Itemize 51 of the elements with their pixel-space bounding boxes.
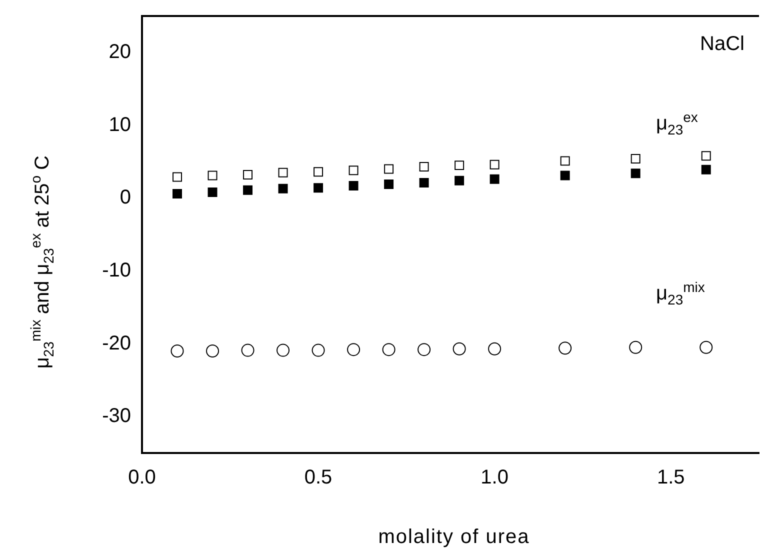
point xyxy=(419,162,429,172)
point xyxy=(314,183,324,193)
point xyxy=(560,156,570,166)
y-tick-label: 0 xyxy=(120,186,131,209)
point xyxy=(172,172,182,182)
point xyxy=(278,184,288,194)
point xyxy=(630,168,640,178)
point xyxy=(452,342,466,356)
point xyxy=(630,154,640,164)
point xyxy=(419,178,429,188)
point xyxy=(276,344,290,357)
point xyxy=(558,342,572,355)
point xyxy=(347,343,360,356)
point xyxy=(278,168,288,178)
point xyxy=(243,170,253,180)
point xyxy=(454,160,464,170)
point xyxy=(629,340,642,354)
y-tick-label: -30 xyxy=(102,405,131,428)
point xyxy=(241,344,254,357)
point xyxy=(384,180,394,189)
point xyxy=(243,185,253,195)
point xyxy=(208,170,218,180)
point xyxy=(348,166,358,176)
y-tick-label: 10 xyxy=(108,114,131,136)
point xyxy=(560,170,570,180)
point xyxy=(172,188,182,198)
x-axis-title: molality of urea xyxy=(378,526,530,548)
y-tick-label: -10 xyxy=(102,259,131,282)
point xyxy=(208,188,218,197)
y-tick-label: 20 xyxy=(108,40,131,63)
x-tick-label: 0.5 xyxy=(304,466,332,489)
point xyxy=(312,344,325,357)
x-tick-label: 1.0 xyxy=(480,466,508,489)
point xyxy=(490,160,500,170)
point xyxy=(700,340,713,354)
point xyxy=(314,167,324,177)
point xyxy=(382,343,396,356)
annotation: NaCl xyxy=(700,33,744,55)
point xyxy=(488,342,502,356)
point xyxy=(701,151,711,161)
point xyxy=(206,344,220,358)
point xyxy=(490,174,500,184)
y-tick-label: -20 xyxy=(102,332,131,354)
x-tick-label: 0.0 xyxy=(128,466,156,489)
x-tick-label: 1.5 xyxy=(656,466,685,489)
point xyxy=(384,164,394,174)
point xyxy=(348,180,358,190)
point xyxy=(701,164,711,174)
point xyxy=(418,343,431,356)
point xyxy=(170,344,184,358)
point xyxy=(454,176,464,186)
